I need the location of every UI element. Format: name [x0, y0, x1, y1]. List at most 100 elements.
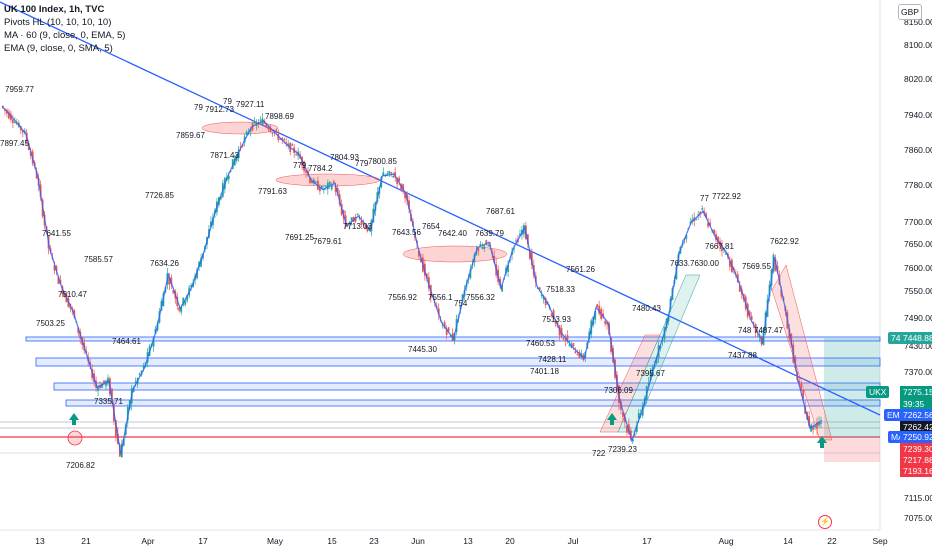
candle-body: [562, 337, 565, 340]
candle-body: [315, 181, 317, 183]
candle-body: [324, 185, 327, 187]
candle-body: [814, 426, 816, 428]
candle-body: [540, 294, 543, 296]
pivot-label: 79: [194, 103, 203, 112]
pivot-label: 7561.26: [566, 265, 595, 274]
candle-body: [330, 185, 333, 190]
candle-body: [596, 304, 599, 308]
sr-zone: [65, 399, 881, 407]
candle-body: [107, 377, 109, 384]
candle-body: [461, 294, 464, 302]
candle-body: [172, 290, 175, 294]
candle-body: [271, 132, 274, 134]
trend-line: [0, 1, 881, 416]
time-tick-label: 13: [463, 536, 473, 546]
pivot-label: 7556.92: [388, 293, 417, 302]
candle-body: [11, 119, 14, 123]
candle-body: [281, 137, 284, 140]
candle-body: [114, 420, 117, 438]
candle-body: [818, 421, 820, 426]
price-tick-label: 8150.00: [904, 17, 932, 27]
candle-body: [269, 128, 272, 133]
candle-body: [552, 310, 555, 319]
candle-body: [396, 177, 399, 185]
pivot-label: 779: [355, 159, 369, 168]
candle-body: [629, 430, 632, 440]
pivot-label: 7691.25: [285, 233, 314, 242]
candle-body: [578, 352, 581, 358]
pivot-label: 7401.18: [530, 367, 559, 376]
candle-body: [142, 365, 145, 369]
candle-body: [29, 151, 32, 156]
candle-body: [469, 269, 472, 278]
sr-zone: [35, 357, 881, 367]
pattern-ellipse: [402, 245, 508, 263]
candle-body: [501, 284, 504, 292]
price-tag-value: 7217.88: [900, 454, 932, 466]
candle-body: [285, 142, 288, 144]
candle-body: [685, 235, 688, 239]
ma-line: [1, 105, 823, 455]
candle-body: [477, 247, 480, 251]
candle-body: [748, 311, 751, 316]
flash-icon[interactable]: ⚡: [818, 515, 832, 529]
pivot-label: 7713.03: [343, 222, 372, 231]
legend-ema[interactable]: EMA (9, close, 0, SMA, 5): [4, 43, 113, 54]
pivot-label: 7335.71: [94, 397, 123, 406]
candle-body: [170, 277, 173, 285]
candle-body: [237, 149, 240, 159]
buy-arrow-icon: [607, 413, 617, 425]
candle-body: [89, 362, 92, 365]
time-tick-label: Jun: [411, 536, 425, 546]
candle-body: [350, 217, 353, 221]
candle-body: [134, 381, 137, 383]
pivot-label: 7679.61: [313, 237, 342, 246]
candle-body: [184, 300, 187, 305]
candle-body: [420, 258, 422, 263]
candle-body: [728, 261, 731, 267]
candle-body: [564, 339, 567, 342]
candle-body: [713, 229, 715, 234]
candle-body: [695, 219, 698, 221]
candle-body: [408, 200, 410, 209]
candle-body: [295, 154, 298, 156]
candle-body: [97, 387, 99, 392]
candle-body: [515, 240, 517, 242]
pivot-label: 7622.92: [770, 237, 799, 246]
candle-body: [738, 285, 741, 292]
candle-body: [13, 122, 16, 124]
candle-body: [641, 405, 644, 416]
candle-body: [261, 118, 264, 126]
candle-body: [800, 383, 803, 391]
candle-body: [812, 426, 814, 430]
candle-body: [709, 222, 711, 226]
candle-body: [210, 221, 212, 227]
price-tick-label: 7860.00: [904, 145, 932, 155]
legend-ma[interactable]: MA · 60 (9, close, 0, EMA, 5): [4, 30, 126, 41]
candle-body: [326, 182, 329, 190]
candle-body: [61, 286, 64, 295]
price-tick-label: 7940.00: [904, 110, 932, 120]
candle-body: [752, 322, 755, 324]
candle-body: [388, 171, 391, 174]
legend-title[interactable]: UK 100 Index, 1h, TVC: [4, 4, 105, 15]
candle-body: [53, 265, 56, 271]
candle-body: [750, 316, 753, 320]
pivot-label: 722: [592, 449, 606, 458]
currency-button[interactable]: GBP: [898, 4, 922, 20]
candle-body: [665, 318, 668, 329]
pivot-label: 7687.61: [486, 207, 515, 216]
candle-body: [568, 344, 571, 346]
legend-pivots[interactable]: Pivots HL (10, 10, 10, 10): [4, 17, 112, 28]
price-tick-label: 8100.00: [904, 40, 932, 50]
candle-body: [538, 287, 541, 290]
candle-body: [443, 322, 446, 329]
pivot-label: 7487.47: [754, 326, 783, 335]
pivot-label: 7513.93: [542, 315, 571, 324]
chart-legend[interactable]: UK 100 Index, 1h, TVC Pivots HL (10, 10,…: [4, 3, 125, 55]
candle-body: [487, 244, 490, 247]
time-tick-label: 22: [827, 536, 837, 546]
candle-body: [774, 258, 777, 271]
